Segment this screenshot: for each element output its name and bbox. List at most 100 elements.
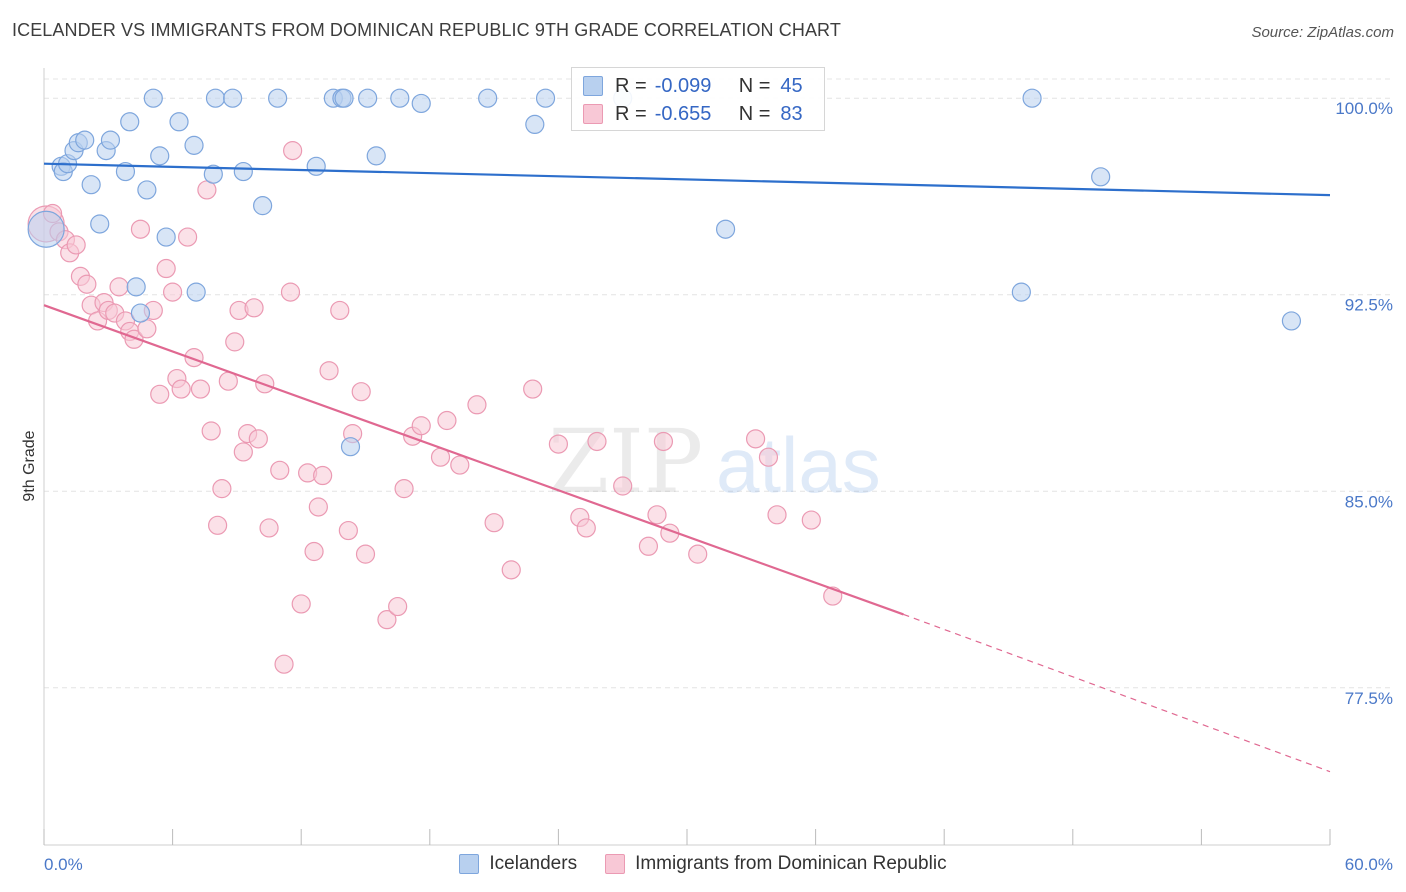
watermark-zip: ZIP bbox=[548, 410, 703, 513]
dominican-point bbox=[355, 544, 376, 564]
blue-series bbox=[27, 88, 1302, 457]
axes bbox=[43, 68, 1331, 846]
dominican-point bbox=[225, 332, 245, 352]
dominican-point bbox=[450, 455, 470, 475]
dominican-point bbox=[308, 497, 328, 517]
icelander-point bbox=[27, 210, 65, 248]
dominican-point bbox=[647, 505, 667, 525]
icelander-point bbox=[1011, 282, 1031, 302]
dominican-trendline-extension bbox=[903, 613, 1331, 773]
legend-label-icelanders: Icelanders bbox=[489, 853, 578, 874]
y-tick-label: 100.0% bbox=[1335, 99, 1393, 118]
icelander-point bbox=[126, 277, 146, 297]
icelander-point bbox=[90, 214, 110, 234]
icelander-point bbox=[366, 146, 386, 166]
y-axis-title: 9th Grade bbox=[21, 430, 38, 501]
dominican-point bbox=[259, 518, 279, 538]
icelander-point bbox=[115, 161, 136, 182]
icelander-point bbox=[205, 88, 226, 108]
dominican-point bbox=[767, 505, 787, 525]
x-tick-label: 0.0% bbox=[44, 855, 83, 874]
dominican-point bbox=[653, 431, 674, 452]
legend-n-label: N = bbox=[738, 102, 771, 125]
icelander-point bbox=[478, 88, 498, 108]
dominican-point bbox=[150, 384, 170, 404]
dominican-trendline bbox=[43, 304, 904, 616]
icelander-point bbox=[715, 219, 736, 239]
legend-item-dominican[interactable]: Immigrants from Dominican Republic bbox=[605, 853, 947, 875]
icelander-point bbox=[156, 227, 176, 247]
legend-row-icelanders: R = -0.099 N = 45 bbox=[572, 72, 803, 100]
icelander-point bbox=[137, 180, 157, 200]
dominican-point bbox=[758, 447, 779, 467]
dominican-point bbox=[688, 544, 708, 564]
icelander-point bbox=[169, 112, 189, 132]
dominican-point bbox=[171, 379, 191, 399]
icelander-point bbox=[143, 88, 163, 108]
dominican-point bbox=[178, 227, 198, 247]
legend-r-label: R = bbox=[615, 102, 647, 125]
dominican-point bbox=[638, 536, 659, 556]
icelander-point bbox=[81, 175, 101, 195]
dominican-point bbox=[130, 219, 151, 239]
dominican-point bbox=[587, 431, 607, 452]
dominican-point bbox=[124, 329, 144, 349]
legend-item-icelanders[interactable]: Icelanders bbox=[459, 853, 577, 875]
dominican-point bbox=[184, 348, 204, 368]
dominican-point bbox=[190, 379, 211, 399]
icelander-point bbox=[268, 88, 288, 108]
tick-labels: 100.0% 92.5% 85.0% 77.5% 0.0% 60.0% bbox=[44, 99, 1393, 874]
legend-r-value: -0.655 bbox=[654, 102, 712, 125]
icelander-point bbox=[358, 88, 378, 108]
icelander-point bbox=[1022, 88, 1042, 108]
legend-swatch-blue bbox=[583, 76, 603, 96]
legend-n-value: 45 bbox=[780, 74, 803, 97]
dominican-point bbox=[377, 610, 397, 630]
icelander-point bbox=[340, 437, 361, 457]
legend-n-value: 83 bbox=[780, 102, 803, 125]
dominican-point bbox=[283, 141, 303, 161]
icelander-point bbox=[100, 130, 121, 150]
dominican-point bbox=[523, 379, 543, 399]
dominican-point bbox=[613, 476, 633, 496]
icelander-point bbox=[1281, 311, 1302, 331]
dominican-point bbox=[233, 442, 253, 462]
dominican-point bbox=[201, 421, 221, 441]
icelander-point bbox=[186, 282, 206, 302]
dominican-point bbox=[411, 416, 431, 436]
icelander-point bbox=[150, 146, 170, 166]
icelander-point bbox=[120, 112, 140, 132]
watermark: ZIP atlas bbox=[548, 410, 881, 513]
dominican-point bbox=[304, 541, 324, 562]
dominican-point bbox=[319, 361, 339, 381]
chart-title: ICELANDER VS IMMIGRANTS FROM DOMINICAN R… bbox=[12, 20, 841, 40]
icelander-point bbox=[1091, 167, 1111, 187]
icelander-point bbox=[334, 88, 354, 108]
dominican-point bbox=[501, 560, 521, 580]
dominican-point bbox=[77, 274, 97, 294]
y-tick-label: 92.5% bbox=[1345, 296, 1393, 315]
dominican-point bbox=[388, 596, 408, 617]
legend-swatch-pink bbox=[583, 104, 603, 124]
dominican-point bbox=[244, 298, 264, 318]
dominican-point bbox=[313, 465, 333, 486]
dominican-point bbox=[330, 300, 350, 321]
dominican-point bbox=[280, 282, 301, 302]
dominican-point bbox=[394, 479, 414, 499]
dominican-point bbox=[745, 429, 766, 449]
legend-r-label: R = bbox=[615, 74, 647, 97]
dominican-point bbox=[291, 594, 311, 614]
dominican-point bbox=[270, 460, 290, 480]
trendlines bbox=[43, 162, 1331, 773]
legend-swatch-blue bbox=[459, 854, 480, 874]
icelander-point bbox=[525, 114, 545, 135]
dominican-point bbox=[576, 518, 596, 538]
icelander-point bbox=[306, 156, 326, 176]
dominican-point bbox=[484, 513, 504, 533]
legend-n-label: N = bbox=[738, 74, 771, 97]
dominican-point bbox=[467, 395, 487, 415]
dominican-point bbox=[351, 382, 371, 402]
icelander-point bbox=[223, 88, 243, 108]
dominican-point bbox=[338, 520, 358, 541]
pink-series bbox=[27, 141, 843, 674]
